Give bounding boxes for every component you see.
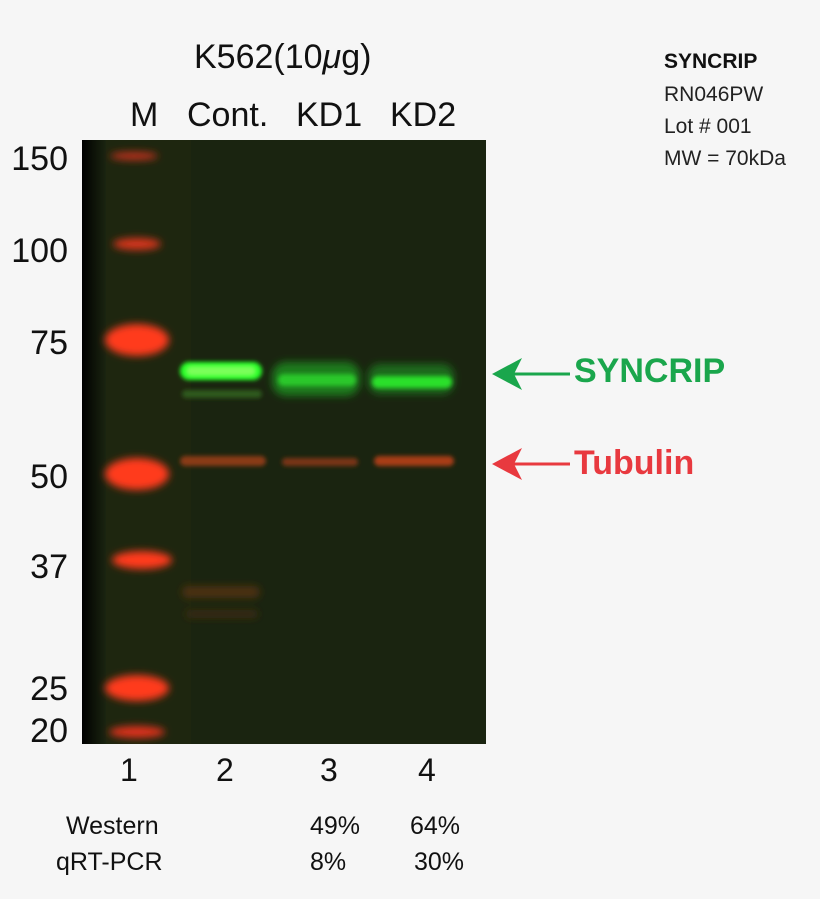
marker-50: 50 bbox=[30, 458, 68, 496]
title-prefix: K562(10 bbox=[194, 38, 323, 76]
lane-header-kd2: KD2 bbox=[390, 96, 457, 134]
molecular-weight: MW = 70kDa bbox=[664, 147, 786, 170]
tubulin-arrow-icon bbox=[492, 448, 570, 480]
catalog-number: RN046PW bbox=[664, 83, 764, 106]
marker-20: 20 bbox=[30, 712, 68, 750]
qrt-pcr-kd1: 8% bbox=[310, 848, 347, 876]
western-kd2: 64% bbox=[410, 812, 461, 840]
lot-number: Lot # 001 bbox=[664, 115, 752, 138]
syncrip-label: SYNCRIP bbox=[574, 352, 726, 390]
lane-header-control: Cont. bbox=[187, 96, 269, 134]
marker-37: 37 bbox=[30, 548, 68, 586]
tubulin-bands bbox=[180, 456, 454, 466]
title-mu: μ bbox=[322, 38, 342, 76]
lane-number-2: 2 bbox=[216, 752, 234, 788]
qrt-pcr-kd2: 30% bbox=[414, 848, 465, 876]
qrt-pcr-label: qRT-PCR bbox=[56, 848, 163, 876]
lane-number-3: 3 bbox=[320, 752, 338, 788]
tubulin-label: Tubulin bbox=[574, 444, 695, 482]
syncrip-bands bbox=[180, 362, 454, 398]
marker-75: 75 bbox=[30, 324, 68, 362]
western-label: Western bbox=[66, 812, 159, 840]
title-suffix: g) bbox=[341, 38, 372, 76]
syncrip-arrow-icon bbox=[492, 358, 570, 390]
marker-25: 25 bbox=[30, 670, 68, 708]
antibody-name: SYNCRIP bbox=[664, 50, 758, 73]
lane-header-marker: M bbox=[130, 96, 159, 134]
western-kd1: 49% bbox=[310, 812, 361, 840]
lane-number-1: 1 bbox=[120, 752, 138, 788]
marker-ladder bbox=[105, 152, 172, 738]
lane-header-kd1: KD1 bbox=[296, 96, 363, 134]
experiment-title: K562(10μg) bbox=[194, 38, 371, 77]
marker-100: 100 bbox=[11, 232, 68, 270]
lane-number-4: 4 bbox=[418, 752, 436, 788]
faint-bands bbox=[182, 586, 260, 618]
marker-150: 150 bbox=[11, 140, 68, 178]
western-blot-image bbox=[82, 140, 486, 744]
